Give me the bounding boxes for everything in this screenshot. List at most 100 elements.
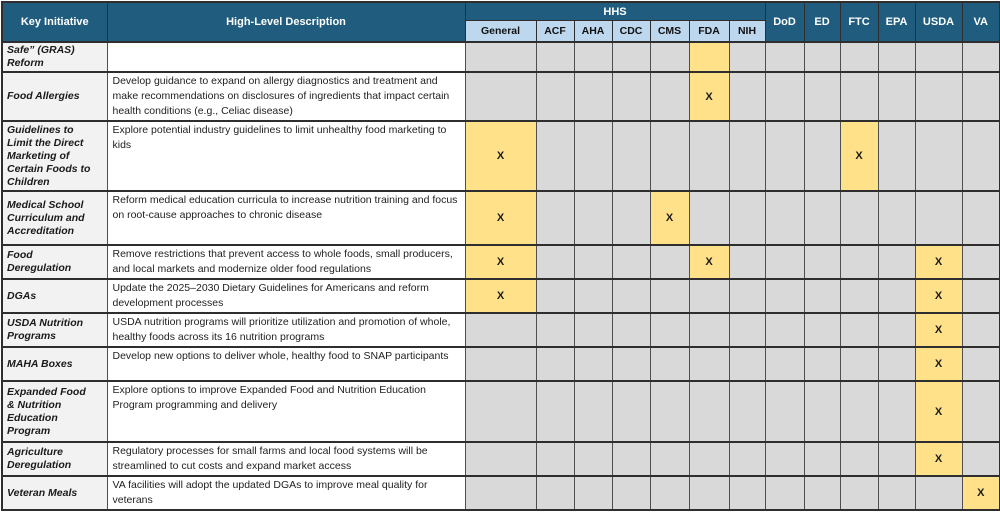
initiative-cell: Food Allergies [1, 71, 108, 122]
mark-cell-ed [803, 441, 841, 477]
mark-cell-acf [535, 244, 575, 280]
mark-cell-general: X [464, 190, 537, 246]
initiative-cell: DGAs [1, 278, 108, 314]
mark-cell-general: X [464, 120, 537, 192]
mark-cell-fda: X [688, 244, 730, 280]
description-cell: VA facilities will adopt the updated DGA… [106, 475, 466, 511]
mark-cell-fda: X [688, 71, 730, 122]
mark-cell-aha [573, 190, 613, 246]
mark-cell-usda: X [914, 346, 963, 382]
description-cell: Update the 2025–2030 Dietary Guidelines … [106, 278, 466, 314]
mark-cell-ed [803, 475, 841, 511]
mark-cell-cms [649, 244, 690, 280]
mark-cell-ed [803, 312, 841, 348]
mark-cell-va: X [961, 475, 1000, 511]
mark-cell-cms [649, 441, 690, 477]
column-subheader-aha: AHA [573, 20, 613, 43]
mark-cell-cdc [611, 346, 651, 382]
column-subheader-fda: FDA [688, 20, 730, 43]
mark-cell-usda [914, 190, 963, 246]
mark-cell-ed [803, 71, 841, 122]
mark-cell-nih [728, 120, 766, 192]
table-row: Medical School Curriculum and Accreditat… [1, 190, 1000, 246]
initiative-cell: USDA Nutrition Programs [1, 312, 108, 348]
initiative-cell: Safe” (GRAS) Reform [1, 41, 108, 73]
column-header-ed: ED [803, 1, 841, 43]
mark-cell-dod [764, 475, 805, 511]
mark-cell-aha [573, 312, 613, 348]
column-group-header-hhs: HHS [464, 1, 766, 21]
mark-cell-aha [573, 41, 613, 73]
mark-cell-aha [573, 380, 613, 443]
description-cell: Explore options to improve Expanded Food… [106, 380, 466, 443]
table-row: Guidelines to Limit the Direct Marketing… [1, 120, 1000, 192]
mark-cell-usda: X [914, 441, 963, 477]
mark-cell-nih [728, 244, 766, 280]
table-body: Safe” (GRAS) Reform Food Allergies Develop… [1, 41, 1000, 511]
mark-cell-usda: X [914, 278, 963, 314]
mark-cell-ftc: X [839, 120, 879, 192]
mark-cell-va [961, 190, 1000, 246]
mark-cell-dod [764, 71, 805, 122]
mark-cell-dod [764, 278, 805, 314]
mark-cell-general: X [464, 244, 537, 280]
mark-cell-ftc [839, 312, 879, 348]
mark-cell-usda [914, 120, 963, 192]
mark-cell-dod [764, 120, 805, 192]
mark-cell-ftc [839, 278, 879, 314]
mark-cell-ed [803, 380, 841, 443]
mark-cell-va [961, 380, 1000, 443]
mark-cell-nih [728, 278, 766, 314]
mark-cell-ed [803, 190, 841, 246]
mark-cell-dod [764, 380, 805, 443]
mark-cell-aha [573, 441, 613, 477]
description-cell: Remove restrictions that prevent access … [106, 244, 466, 280]
mark-cell-cms [649, 312, 690, 348]
mark-cell-ed [803, 244, 841, 280]
mark-cell-fda [688, 312, 730, 348]
column-header-dod: DoD [764, 1, 805, 43]
mark-cell-ed [803, 120, 841, 192]
table-row: Agriculture Deregulation Regulatory proce… [1, 441, 1000, 477]
mark-cell-ed [803, 41, 841, 73]
mark-cell-epa [877, 71, 916, 122]
mark-cell-usda: X [914, 312, 963, 348]
description-cell [106, 41, 466, 73]
mark-cell-acf [535, 278, 575, 314]
description-cell: Develop new options to deliver whole, he… [106, 346, 466, 382]
mark-cell-nih [728, 41, 766, 73]
mark-cell-ed [803, 346, 841, 382]
mark-cell-aha [573, 244, 613, 280]
mark-cell-dod [764, 41, 805, 73]
mark-cell-acf [535, 120, 575, 192]
initiative-cell: Guidelines to Limit the Direct Marketing… [1, 120, 108, 192]
description-cell: Regulatory processes for small farms and… [106, 441, 466, 477]
mark-cell-va [961, 71, 1000, 122]
table-row: USDA Nutrition Programs USDA nutrition pr… [1, 312, 1000, 348]
column-subheader-acf: ACF [535, 20, 575, 43]
mark-cell-usda: X [914, 244, 963, 280]
initiative-cell: Medical School Curriculum and Accreditat… [1, 190, 108, 246]
initiative-cell: Agriculture Deregulation [1, 441, 108, 477]
mark-cell-aha [573, 71, 613, 122]
mark-cell-fda [688, 346, 730, 382]
mark-cell-epa [877, 244, 916, 280]
mark-cell-dod [764, 441, 805, 477]
mark-cell-fda [688, 278, 730, 314]
mark-cell-acf [535, 441, 575, 477]
mark-cell-cdc [611, 380, 651, 443]
mark-cell-dod [764, 312, 805, 348]
initiative-cell: Food Deregulation [1, 244, 108, 280]
mark-cell-cms [649, 120, 690, 192]
mark-cell-epa [877, 278, 916, 314]
mark-cell-va [961, 312, 1000, 348]
mark-cell-ftc [839, 71, 879, 122]
description-cell: USDA nutrition programs will prioritize … [106, 312, 466, 348]
description-cell: Explore potential industry guidelines to… [106, 120, 466, 192]
mark-cell-acf [535, 312, 575, 348]
mark-cell-ftc [839, 441, 879, 477]
mark-cell-general: X [464, 278, 537, 314]
mark-cell-va [961, 278, 1000, 314]
